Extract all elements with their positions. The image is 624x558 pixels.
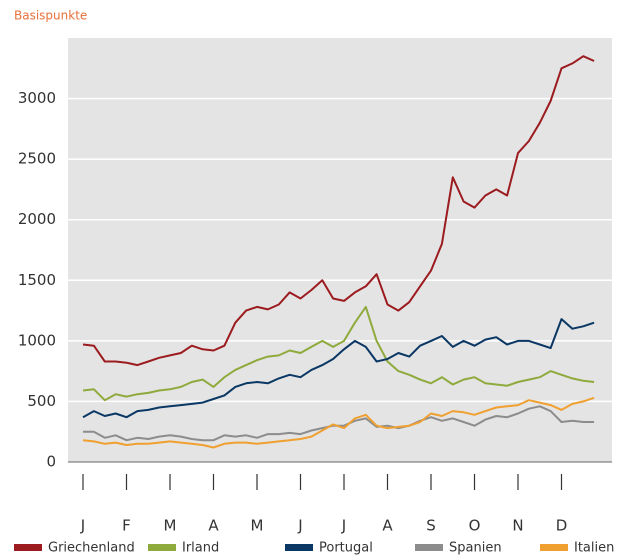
y-tick-label: 500 (27, 392, 56, 410)
legend-label: Portugal (319, 541, 373, 556)
legend-swatch (148, 544, 176, 551)
x-tick-label: J (80, 517, 85, 535)
x-tick-label: A (382, 517, 393, 535)
plot-background (68, 38, 612, 462)
legend-swatch (540, 544, 568, 551)
y-tick-label: 2500 (18, 150, 56, 168)
series-line (82, 55, 595, 367)
series-line (82, 396, 595, 449)
y-tick-label: 2000 (18, 210, 56, 228)
legend-label: Italien (574, 541, 614, 556)
x-tick-label: D (556, 517, 568, 535)
x-tick-label: J (297, 517, 302, 535)
y-tick-label: 1500 (18, 271, 56, 289)
y-tick-label: 3000 (18, 89, 56, 107)
x-tick-label: M (164, 517, 177, 535)
x-tick-label: S (426, 517, 436, 535)
legend-label: Irland (182, 541, 219, 556)
x-tick-label: J (341, 517, 346, 535)
legend-label: Griechenland (48, 541, 135, 556)
x-tick-label: N (512, 517, 523, 535)
y-tick-label: 1000 (18, 331, 56, 349)
x-tick-label: F (122, 517, 131, 535)
series-line (82, 318, 595, 419)
legend-swatch (285, 544, 313, 551)
legend-label: Spanien (449, 541, 502, 556)
x-tick-label: M (251, 517, 264, 535)
legend-swatch (415, 544, 443, 551)
chart-title: Basispunkte (14, 9, 87, 23)
legend-swatch (14, 544, 42, 551)
x-tick-label: A (208, 517, 219, 535)
series-line (82, 305, 595, 402)
y-tick-label: 0 (46, 453, 56, 471)
x-tick-label: O (469, 517, 481, 535)
